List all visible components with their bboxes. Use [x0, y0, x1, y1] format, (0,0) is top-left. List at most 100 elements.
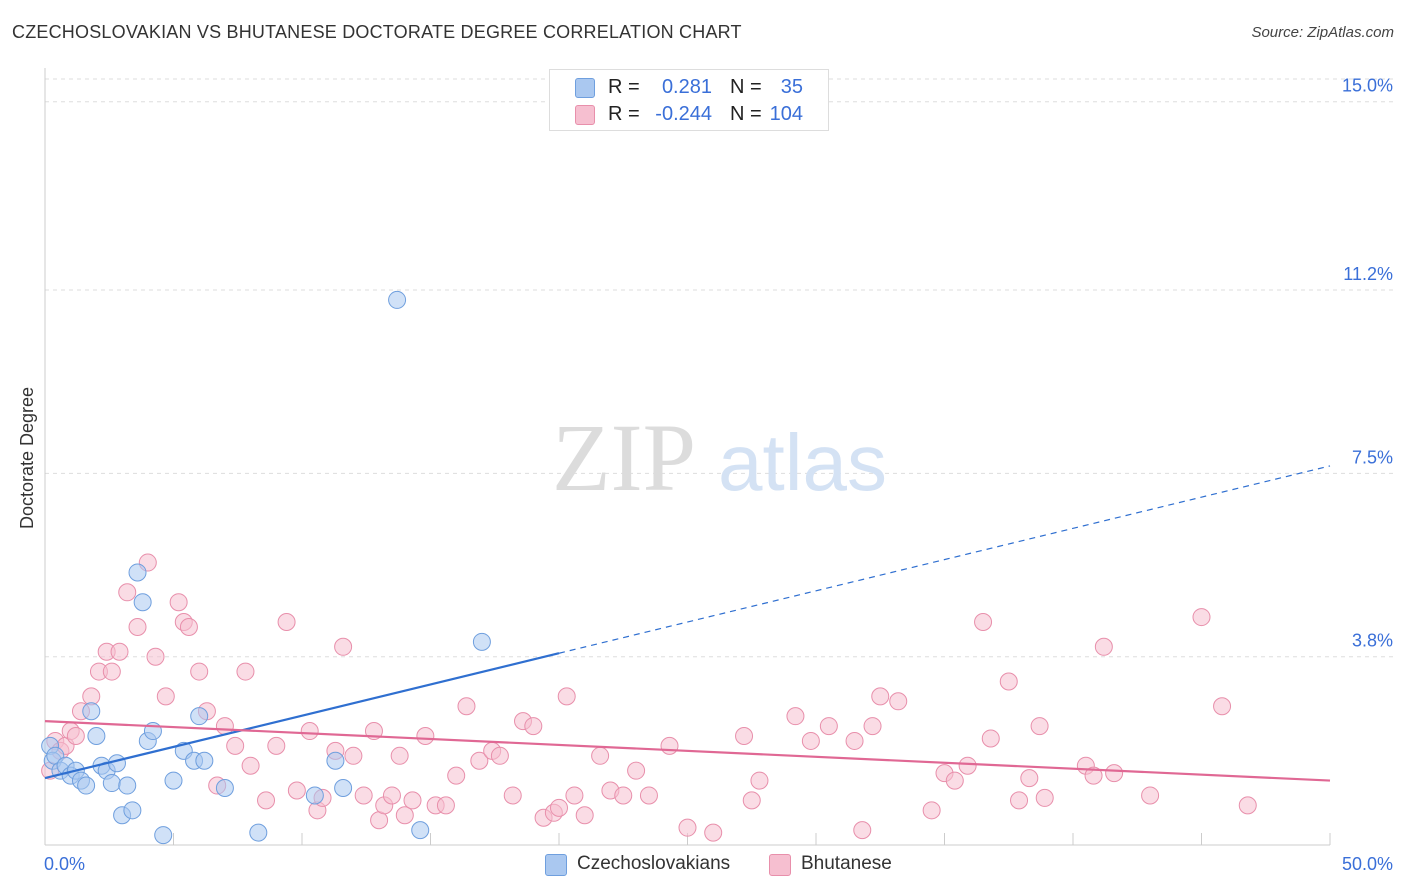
y-tick-label: 3.8%	[1352, 631, 1393, 651]
bhutanese-point	[102, 662, 121, 681]
watermark-zip: ZIP	[552, 404, 696, 511]
watermark-atlas: atlas	[718, 418, 887, 507]
bhutanese-point	[591, 746, 610, 765]
bhutanese-point	[416, 726, 435, 745]
y-tick-label: 11.2%	[1343, 264, 1393, 284]
czechoslovakian-point	[472, 632, 491, 651]
bhutanese-point	[524, 717, 543, 736]
bhutanese-point	[179, 617, 198, 636]
bhutanese-point	[1030, 717, 1049, 736]
bhutanese-point	[922, 801, 941, 820]
bhutanese-point	[974, 613, 993, 632]
czechoslovakian-point	[388, 290, 407, 309]
bottom-legend-swatch-blue	[545, 854, 567, 876]
bottom-legend-swatch-pink	[769, 854, 791, 876]
bhutanese-point	[1213, 697, 1232, 716]
legend-swatch-pink	[575, 105, 595, 125]
bhutanese-point	[801, 731, 820, 750]
czechoslovakian-point	[215, 779, 234, 798]
czechoslovakian-point	[133, 593, 152, 612]
bhutanese-point	[382, 786, 401, 805]
czechoslovakian-point	[334, 779, 353, 798]
bhutanese-point	[1035, 788, 1054, 807]
bhutanese-point	[999, 672, 1018, 691]
bhutanese-point	[190, 662, 209, 681]
bhutanese-point	[118, 583, 137, 602]
bhutanese-point	[704, 823, 723, 842]
czechoslovakian-point	[305, 786, 324, 805]
bhutanese-point	[128, 617, 147, 636]
bhutanese-point	[110, 642, 129, 661]
tick-labels: 3.8% 7.5% 11.2% 15.0% 0.0% 50.0%	[44, 76, 1393, 874]
legend-r-label: R =	[608, 103, 640, 125]
bhutanese-point	[241, 756, 260, 775]
czechoslovakian-points	[41, 290, 491, 845]
bhutanese-point	[819, 717, 838, 736]
bhutanese-trend-line	[44, 720, 1331, 782]
bhutanese-point	[169, 593, 188, 612]
czechoslovakian-point	[411, 821, 430, 840]
czechoslovakian-point	[77, 776, 96, 795]
bhutanese-point	[1238, 796, 1257, 815]
bhutanese-point	[958, 756, 977, 775]
bhutanese-point	[66, 726, 85, 745]
bhutanese-point	[436, 796, 455, 815]
bhutanese-point	[614, 786, 633, 805]
bhutanese-point	[334, 637, 353, 656]
bhutanese-point	[1020, 769, 1039, 788]
bhutanese-point	[1105, 764, 1124, 783]
bhutanese-point	[945, 771, 964, 790]
legend-r-value: 0.281	[661, 76, 712, 98]
y-axis-label: Doctorate Degree	[17, 387, 37, 529]
bhutanese-point	[395, 806, 414, 825]
bhutanese-point	[457, 697, 476, 716]
bhutanese-point	[503, 786, 522, 805]
legend-n-value: 104	[769, 103, 803, 125]
legend-row-bhutanese: R = -0.244 N = 104	[550, 101, 828, 127]
bhutanese-point	[550, 798, 568, 817]
bhutanese-point	[236, 662, 255, 681]
bhutanese-point	[889, 692, 908, 711]
bhutanese-point	[845, 731, 864, 750]
bhutanese-point	[146, 647, 165, 666]
bhutanese-point	[863, 717, 882, 736]
bhutanese-point	[678, 818, 697, 837]
y-tick-label: 15.0%	[1342, 76, 1393, 96]
czechoslovakian-point	[128, 563, 147, 582]
trend-lines	[44, 465, 1331, 782]
czechoslovakian-point	[190, 707, 209, 726]
bhutanese-point	[871, 687, 890, 706]
bhutanese-point	[660, 736, 679, 755]
bhutanese-point	[786, 707, 805, 726]
bhutanese-points	[41, 553, 1257, 842]
bhutanese-point	[470, 751, 489, 770]
bhutanese-point	[277, 613, 296, 632]
bhutanese-point	[735, 726, 754, 745]
bhutanese-point	[1094, 637, 1113, 656]
czechoslovakian-point	[102, 774, 121, 793]
bhutanese-point	[257, 791, 276, 810]
bhutanese-point	[1084, 766, 1103, 785]
bhutanese-point	[557, 687, 576, 706]
czechoslovakian-point	[154, 826, 173, 845]
bhutanese-point	[287, 781, 306, 800]
bhutanese-point	[1010, 791, 1029, 810]
bhutanese-point	[742, 791, 761, 810]
czechoslovakian-point	[107, 754, 126, 773]
czechoslovakian-trend-solid	[44, 652, 560, 780]
bottom-legend-label: Bhutanese	[801, 853, 892, 874]
bhutanese-point	[565, 786, 584, 805]
bhutanese-point	[981, 729, 1000, 748]
bhutanese-point	[156, 687, 175, 706]
legend-n-label: N =	[730, 103, 762, 125]
bhutanese-point	[267, 736, 286, 755]
legend-row-czechoslovakians: R = 0.281 N = 35	[550, 74, 828, 100]
chart-title: CZECHOSLOVAKIAN VS BHUTANESE DOCTORATE D…	[12, 22, 742, 42]
bhutanese-point	[490, 746, 509, 765]
source-label: Source: ZipAtlas.com	[1251, 24, 1394, 41]
bhutanese-point	[853, 821, 872, 840]
legend-n-label: N =	[730, 76, 762, 98]
x-tick-label-min: 0.0%	[44, 854, 85, 874]
correlation-legend: R = 0.281 N = 35 R = -0.244 N = 104	[549, 69, 829, 131]
